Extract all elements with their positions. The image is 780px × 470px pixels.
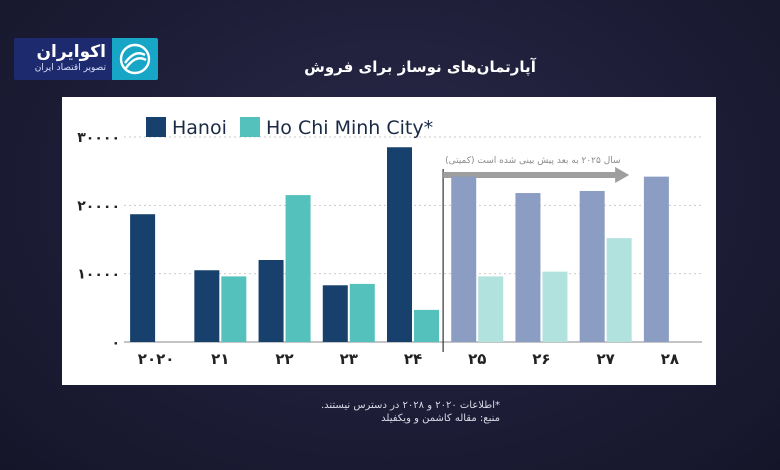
forecast-arrow-head-icon xyxy=(615,167,630,183)
bar-hanoi xyxy=(258,260,284,342)
x-tick-label: ۲۱ xyxy=(211,350,229,368)
legend-swatch-hcmc xyxy=(240,117,260,137)
bar-hanoi xyxy=(451,176,477,342)
x-tick-label: ۲۰۲۰ xyxy=(138,350,175,368)
source-note: منبع: مقاله کاشمن و ویکفیلد xyxy=(381,413,500,424)
brand-tagline: تصویر اقتصاد ایران xyxy=(34,63,106,73)
brand-name: اکوایران xyxy=(36,42,107,62)
bar-hcmc xyxy=(606,238,632,342)
bar-hcmc xyxy=(542,271,568,342)
page-title: آپارتمان‌های نوساز برای فروش xyxy=(304,58,536,76)
y-tick-label: ۲۰۰۰۰ xyxy=(77,198,120,214)
bar-hcmc xyxy=(349,283,375,342)
bar-hcmc xyxy=(478,276,504,342)
bar-hcmc xyxy=(414,309,439,342)
chart-panel: ۰ ۱۰۰۰۰ ۲۰۰۰۰ ۳۰۰۰۰ سال ۲۰۲۵ به بعد پیش بینی… xyxy=(62,97,716,385)
availability-note: *اطلاعات ۲۰۲۰ و ۲۰۲۸ در دسترس نیستند. xyxy=(320,400,500,411)
y-tick-label: ۰ xyxy=(111,335,120,351)
x-tick-label: ۲۳ xyxy=(340,350,358,368)
bar-hcmc xyxy=(221,276,247,342)
bar-hanoi xyxy=(194,270,220,342)
x-tick-label: ۲۸ xyxy=(661,350,679,368)
bar-hanoi xyxy=(387,147,412,342)
x-tick-label: ۲۴ xyxy=(404,350,422,368)
brand-mark-icon xyxy=(112,38,158,80)
brand-text: اکوایران تصویر اقتصاد ایران xyxy=(35,42,106,74)
legend-label-hanoi: Hanoi xyxy=(172,117,227,139)
bar-hanoi xyxy=(579,190,605,342)
y-tick-label: ۱۰۰۰۰ xyxy=(77,267,120,283)
bar-hanoi xyxy=(322,285,348,342)
bar-hcmc xyxy=(285,195,311,342)
bar-hanoi xyxy=(130,214,156,342)
bar-hanoi xyxy=(515,193,541,342)
y-tick-label: ۳۰۰۰۰ xyxy=(77,130,120,146)
bar-chart: ۰ ۱۰۰۰۰ ۲۰۰۰۰ ۳۰۰۰۰ سال ۲۰۲۵ به بعد پیش بینی… xyxy=(77,117,702,368)
x-tick-label: ۲۶ xyxy=(532,350,550,368)
bar-hanoi xyxy=(643,176,669,342)
x-tick-label: ۲۷ xyxy=(597,350,615,368)
legend-swatch-hanoi xyxy=(146,117,166,137)
x-tick-label: ۲۵ xyxy=(468,350,486,368)
forecast-annotation: سال ۲۰۲۵ به بعد پیش بینی شده است (کمیتی) xyxy=(445,156,620,166)
legend-label-hcmc: Ho Chi Minh City* xyxy=(266,117,433,139)
footnotes: *اطلاعات ۲۰۲۰ و ۲۰۲۸ در دسترس نیستند. من… xyxy=(200,399,500,425)
x-tick-label: ۲۲ xyxy=(275,350,293,368)
brand-logo[interactable]: اکوایران تصویر اقتصاد ایران xyxy=(14,38,158,80)
